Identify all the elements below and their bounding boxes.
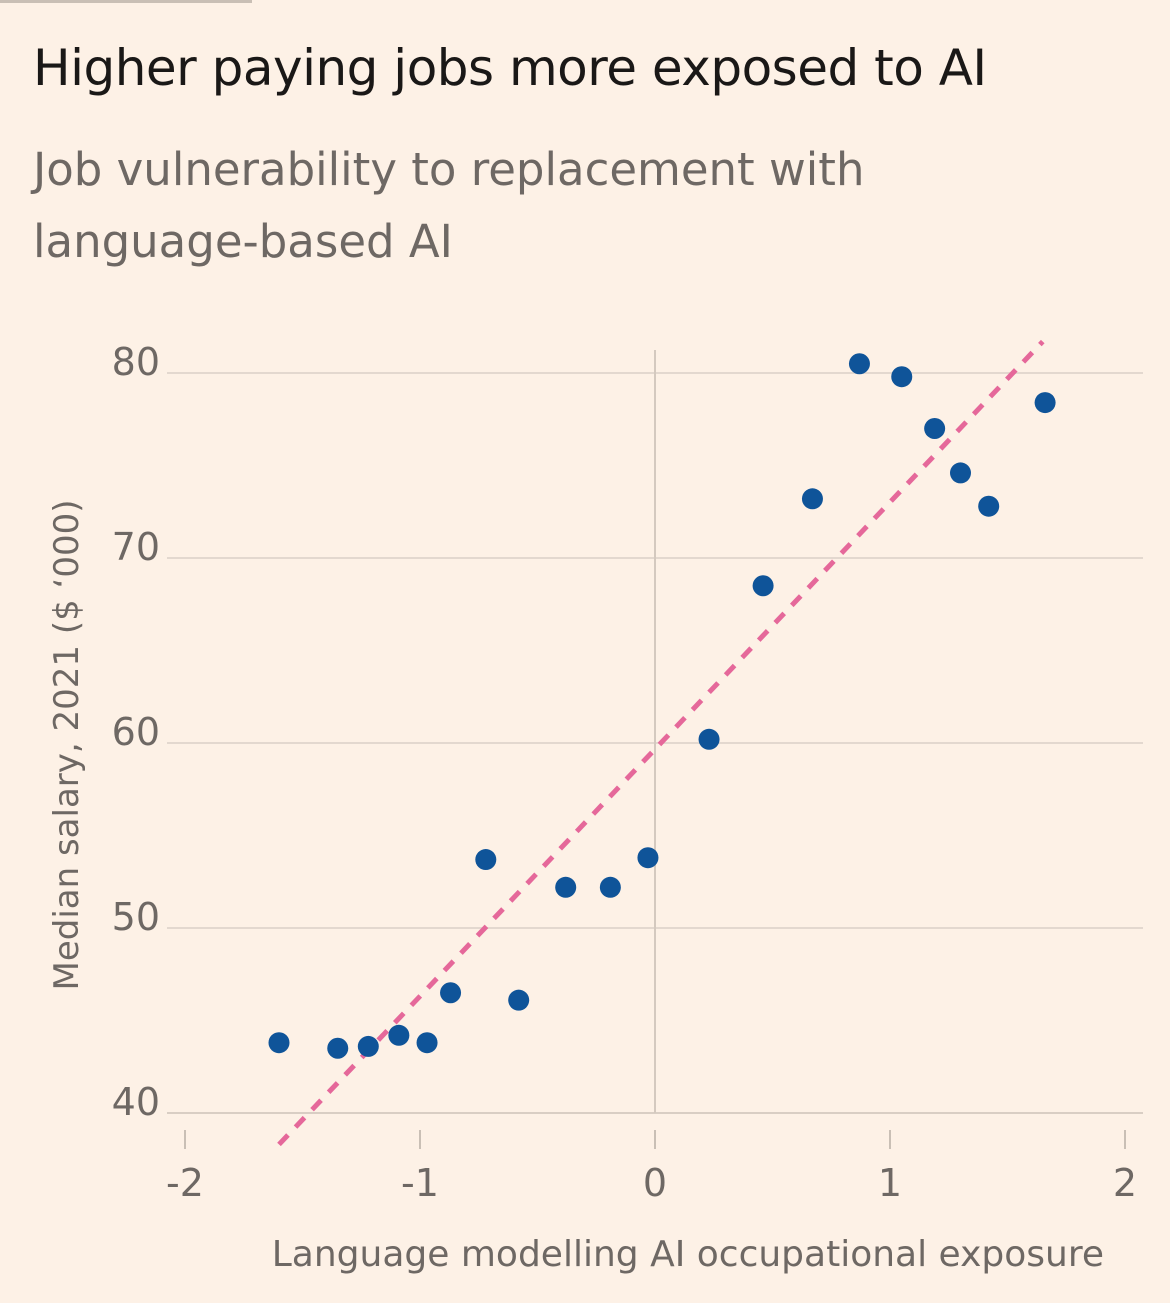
y-tick-label: 40 — [112, 1080, 160, 1124]
data-point — [637, 847, 658, 868]
data-point — [924, 418, 945, 439]
y-tick-label: 60 — [112, 710, 160, 754]
data-point — [978, 496, 999, 517]
y-tick-label: 50 — [112, 895, 160, 939]
x-tick-label: -2 — [166, 1161, 204, 1205]
data-point — [475, 849, 496, 870]
y-axis-label: Median salary, 2021 ($ ‘000) — [47, 499, 87, 990]
data-point — [849, 353, 870, 374]
y-tick-label: 70 — [112, 525, 160, 569]
x-tick-label: 2 — [1113, 1161, 1137, 1205]
data-point — [388, 1025, 409, 1046]
data-point — [327, 1038, 348, 1059]
data-point — [269, 1032, 290, 1053]
data-point — [417, 1032, 438, 1053]
x-tick-label: 1 — [878, 1161, 902, 1205]
data-point — [555, 877, 576, 898]
y-tick-label: 80 — [112, 340, 160, 384]
x-axis-label: Language modelling AI occupational expos… — [272, 1234, 1104, 1275]
data-point — [891, 366, 912, 387]
data-point — [753, 575, 774, 596]
data-point — [440, 982, 461, 1003]
data-point — [1035, 392, 1056, 413]
data-point — [699, 729, 720, 750]
data-point — [358, 1036, 379, 1057]
data-point — [508, 990, 529, 1011]
x-tick-label: 0 — [643, 1161, 667, 1205]
x-tick-label: -1 — [401, 1161, 439, 1205]
data-point — [950, 462, 971, 483]
data-point — [600, 877, 621, 898]
data-point — [802, 488, 823, 509]
